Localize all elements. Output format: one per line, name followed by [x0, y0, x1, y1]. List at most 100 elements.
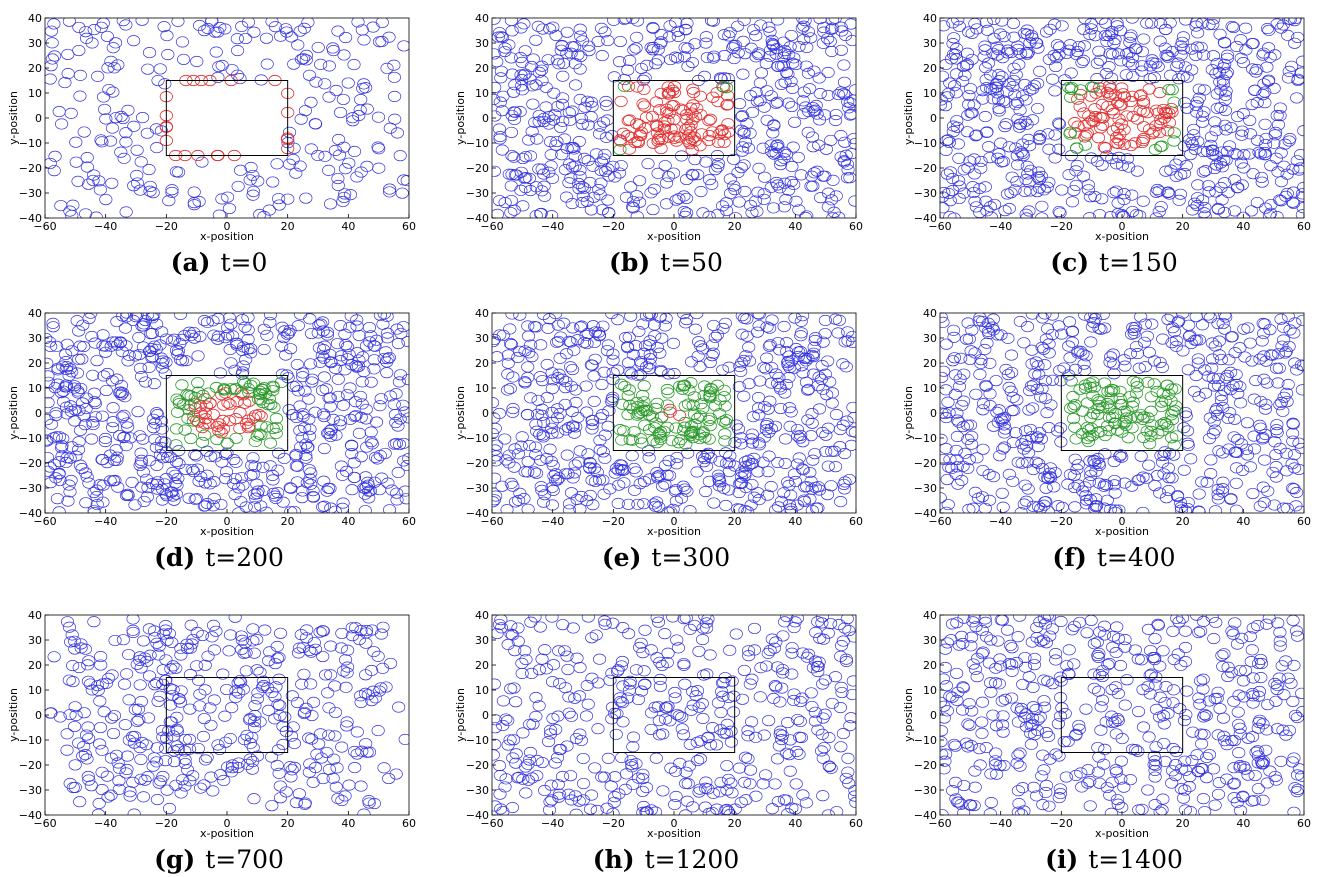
- particle-outside: [136, 791, 151, 803]
- particle-outside: [624, 181, 638, 193]
- particle-outside: [598, 452, 612, 464]
- particle-outside: [1055, 184, 1069, 196]
- particle-outside: [504, 683, 518, 695]
- x-tick-label: 60: [402, 515, 416, 528]
- particle-outside: [114, 389, 128, 401]
- particle-outside: [738, 460, 752, 472]
- y-tick-label: 20: [475, 357, 489, 370]
- particle-outside: [989, 375, 1003, 387]
- particle-outside: [1111, 208, 1125, 218]
- particle-outside: [79, 729, 94, 741]
- particle-outside: [818, 328, 832, 340]
- particle-inside-red: [1113, 128, 1127, 141]
- particle-inside-red: [682, 121, 696, 133]
- particle-outside: [741, 142, 755, 154]
- particle-outside: [391, 466, 405, 479]
- particle-outside: [1268, 436, 1282, 448]
- particle-inside-red: [705, 126, 719, 138]
- particle-outside: [82, 774, 96, 786]
- particle-outside: [1016, 138, 1030, 150]
- particle-outside: [719, 499, 733, 512]
- particle-outside: [239, 501, 253, 513]
- particle-outside: [573, 63, 587, 75]
- particle-outside: [530, 133, 544, 145]
- particle-outside: [535, 375, 549, 387]
- particle-outside: [982, 141, 996, 153]
- particle-outside: [109, 444, 123, 456]
- particle-outside: [120, 763, 134, 775]
- particle-outside: [299, 49, 313, 61]
- particle-outside: [573, 170, 587, 182]
- particle-outside: [1258, 403, 1272, 415]
- particle-inside-red: [686, 86, 701, 99]
- particle-outside: [1278, 138, 1292, 150]
- particle-outside: [92, 175, 106, 187]
- particle-outside: [99, 113, 113, 125]
- particle-outside: [770, 43, 784, 55]
- particle-outside: [194, 782, 208, 794]
- particle-outside: [586, 415, 600, 427]
- panel-caption: (b) t=50: [609, 248, 723, 277]
- particle-outside: [1231, 388, 1245, 400]
- particle-inside-green: [1068, 421, 1082, 433]
- particle-outside: [308, 118, 322, 130]
- particle-outside: [504, 628, 518, 640]
- particle-outside: [541, 322, 555, 334]
- particle-outside: [1038, 375, 1053, 387]
- particle-outside: [50, 340, 64, 352]
- particle-outside: [1122, 56, 1136, 68]
- particle-outside: [65, 209, 79, 218]
- particle-outside: [336, 497, 350, 509]
- particle-outside: [1229, 504, 1243, 513]
- particle-outside: [512, 345, 527, 357]
- particle-outside: [659, 702, 673, 714]
- particle-outside: [626, 195, 640, 208]
- particle-outside: [511, 635, 525, 647]
- particle-outside: [763, 26, 777, 38]
- region-box: [1060, 80, 1184, 156]
- particle-outside: [747, 644, 762, 656]
- particle-outside: [699, 486, 713, 498]
- particle-outside: [72, 21, 86, 33]
- particle-outside: [322, 91, 336, 103]
- particle-outside: [568, 459, 582, 471]
- particle-outside: [501, 384, 515, 396]
- particle-outside: [712, 480, 726, 492]
- particle-outside: [1007, 62, 1021, 74]
- particle-outside: [495, 144, 509, 156]
- particle-outside: [505, 313, 519, 320]
- particle-outside: [273, 792, 288, 804]
- particle-outside: [605, 396, 619, 408]
- y-tick-label: −10: [914, 432, 937, 445]
- particle-outside: [524, 616, 538, 628]
- particle-outside: [989, 81, 1003, 93]
- particle-outside: [1161, 51, 1175, 63]
- particle-outside: [776, 630, 790, 642]
- particle-outside: [1004, 187, 1018, 199]
- particle-inside-red: [1128, 137, 1142, 149]
- particle-outside: [389, 417, 403, 429]
- particle-outside: [400, 459, 409, 472]
- particle-outside: [496, 806, 510, 815]
- particle-outside: [1286, 196, 1300, 208]
- particle-outside: [523, 184, 538, 197]
- particle-outside: [260, 58, 274, 70]
- x-tick-label: 0: [1119, 220, 1126, 233]
- y-tick-label: −30: [914, 187, 937, 200]
- particle-outside: [351, 18, 365, 28]
- particle-outside: [778, 177, 792, 189]
- particle-outside: [94, 659, 108, 671]
- particle-outside: [60, 452, 74, 464]
- particle-outside: [1068, 481, 1082, 494]
- particle-outside: [1280, 502, 1294, 513]
- particle-outside: [1208, 380, 1222, 392]
- particle-outside: [1097, 502, 1111, 513]
- particle-outside: [1274, 396, 1289, 408]
- particle-outside: [680, 485, 694, 497]
- particle-outside: [231, 45, 245, 57]
- particle-inside-red: [717, 136, 731, 149]
- particle-outside: [958, 447, 972, 459]
- particle-outside: [505, 68, 519, 80]
- particle-inside-green: [678, 400, 692, 412]
- particle-outside: [777, 36, 791, 48]
